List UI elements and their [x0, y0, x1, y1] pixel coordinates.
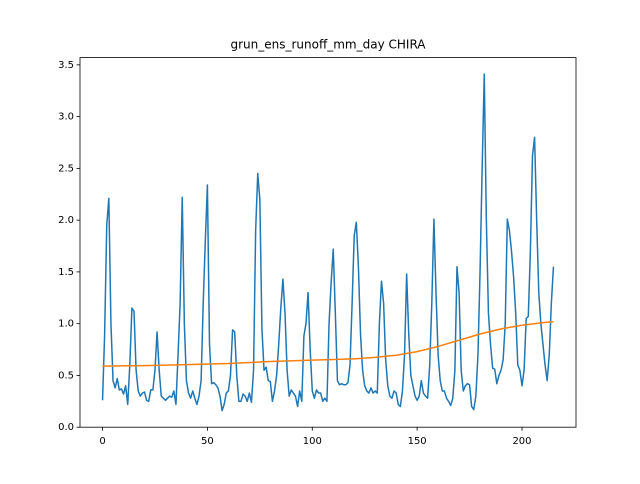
x-tick-label: 100 — [303, 436, 322, 447]
chart-title: grun_ens_runoff_mm_day CHIRA — [230, 38, 426, 52]
x-tick-label: 0 — [99, 436, 105, 447]
y-tick-label: 1.0 — [58, 319, 74, 330]
y-tick-label: 3.5 — [58, 60, 74, 71]
y-tick-label: 2.0 — [58, 215, 74, 226]
y-tick-label: 1.5 — [58, 267, 74, 278]
y-tick-label: 2.5 — [58, 163, 74, 174]
y-tick-label: 0.0 — [58, 422, 74, 433]
x-tick-label: 50 — [201, 436, 214, 447]
x-tick-label: 200 — [512, 436, 531, 447]
series-line — [102, 320, 554, 367]
series-line — [101, 73, 555, 412]
y-tick-label: 3.0 — [58, 112, 74, 123]
plot-frame — [79, 57, 577, 428]
x-tick-label: 150 — [408, 436, 427, 447]
y-tick-label: 0.5 — [58, 370, 74, 381]
